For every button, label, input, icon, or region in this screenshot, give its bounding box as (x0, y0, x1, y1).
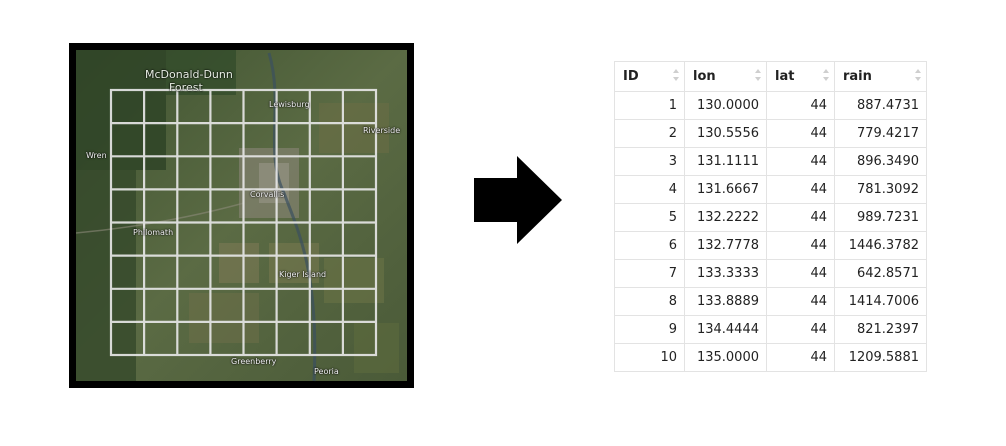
column-header-lon[interactable]: lon (684, 61, 767, 92)
cell-lon: 132.7778 (684, 231, 767, 260)
cell-id: 9 (614, 315, 685, 344)
map-label-lewisburg: Lewisburg (269, 100, 310, 109)
table-row: 5 132.2222 44 989.7231 (614, 203, 927, 232)
column-header-label: ID (623, 69, 639, 84)
table-header-row: ID lon lat rain (614, 61, 927, 92)
sort-icon[interactable] (823, 69, 829, 81)
cell-id: 2 (614, 119, 685, 148)
cell-rain: 1414.7006 (834, 287, 927, 316)
map-label-corvallis: Corvallis (250, 190, 285, 199)
column-header-label: lat (775, 69, 795, 84)
table-row: 9 134.4444 44 821.2397 (614, 315, 927, 344)
map-label-philomath: Philomath (133, 228, 174, 237)
satellite-map-image (75, 50, 407, 382)
cell-lat: 44 (766, 315, 835, 344)
cell-rain: 779.4217 (834, 119, 927, 148)
cell-lat: 44 (766, 119, 835, 148)
map-label-kiger-island: Kiger Island (279, 270, 327, 279)
map-label-wren: Wren (86, 151, 107, 160)
cell-lon: 135.0000 (684, 343, 767, 372)
cell-lat: 44 (766, 175, 835, 204)
cell-lon: 131.1111 (684, 147, 767, 176)
table-row: 2 130.5556 44 779.4217 (614, 119, 927, 148)
cell-rain: 989.7231 (834, 203, 927, 232)
rain-data-table: ID lon lat rain 1 130.0000 44 887.4731 2 130… (614, 61, 927, 372)
cell-id: 6 (614, 231, 685, 260)
cell-rain: 1209.5881 (834, 343, 927, 372)
cell-id: 8 (614, 287, 685, 316)
column-header-rain[interactable]: rain (834, 61, 927, 92)
cell-id: 5 (614, 203, 685, 232)
cell-lat: 44 (766, 343, 835, 372)
cell-rain: 896.3490 (834, 147, 927, 176)
cell-rain: 642.8571 (834, 259, 927, 288)
cell-rain: 887.4731 (834, 91, 927, 120)
sort-icon[interactable] (915, 69, 921, 81)
sort-icon[interactable] (673, 69, 679, 81)
right-arrow-icon (474, 156, 562, 244)
cell-lat: 44 (766, 231, 835, 260)
column-header-label: lon (693, 69, 716, 84)
column-header-lat[interactable]: lat (766, 61, 835, 92)
table-row: 3 131.1111 44 896.3490 (614, 147, 927, 176)
cell-id: 7 (614, 259, 685, 288)
column-header-label: rain (843, 69, 872, 84)
cell-lon: 134.4444 (684, 315, 767, 344)
cell-lon: 132.2222 (684, 203, 767, 232)
cell-lat: 44 (766, 203, 835, 232)
cell-lon: 130.0000 (684, 91, 767, 120)
cell-lon: 133.3333 (684, 259, 767, 288)
cell-rain: 821.2397 (834, 315, 927, 344)
map-label-forest: Forest (169, 81, 203, 94)
table-row: 7 133.3333 44 642.8571 (614, 259, 927, 288)
cell-id: 10 (614, 343, 685, 372)
sort-icon[interactable] (755, 69, 761, 81)
map-label-mcdonald-dunn: McDonald-Dunn (145, 68, 233, 81)
column-header-id[interactable]: ID (614, 61, 685, 92)
cell-lon: 130.5556 (684, 119, 767, 148)
table-row: 10 135.0000 44 1209.5881 (614, 343, 927, 372)
table-row: 1 130.0000 44 887.4731 (614, 91, 927, 120)
cell-lat: 44 (766, 147, 835, 176)
cell-id: 3 (614, 147, 685, 176)
cell-id: 4 (614, 175, 685, 204)
cell-rain: 781.3092 (834, 175, 927, 204)
cell-lat: 44 (766, 287, 835, 316)
table-row: 4 131.6667 44 781.3092 (614, 175, 927, 204)
map-label-riverside: Riverside (363, 126, 401, 135)
satellite-map: McDonald-Dunn Forest Lewisburg Riverside… (69, 43, 414, 388)
cell-lat: 44 (766, 259, 835, 288)
map-label-peoria: Peoria (314, 367, 339, 376)
cell-lat: 44 (766, 91, 835, 120)
cell-rain: 1446.3782 (834, 231, 927, 260)
table-row: 8 133.8889 44 1414.7006 (614, 287, 927, 316)
cell-id: 1 (614, 91, 685, 120)
table-row: 6 132.7778 44 1446.3782 (614, 231, 927, 260)
map-label-greenberry: Greenberry (231, 357, 277, 366)
arrow-shape (474, 156, 562, 244)
cell-lon: 131.6667 (684, 175, 767, 204)
cell-lon: 133.8889 (684, 287, 767, 316)
